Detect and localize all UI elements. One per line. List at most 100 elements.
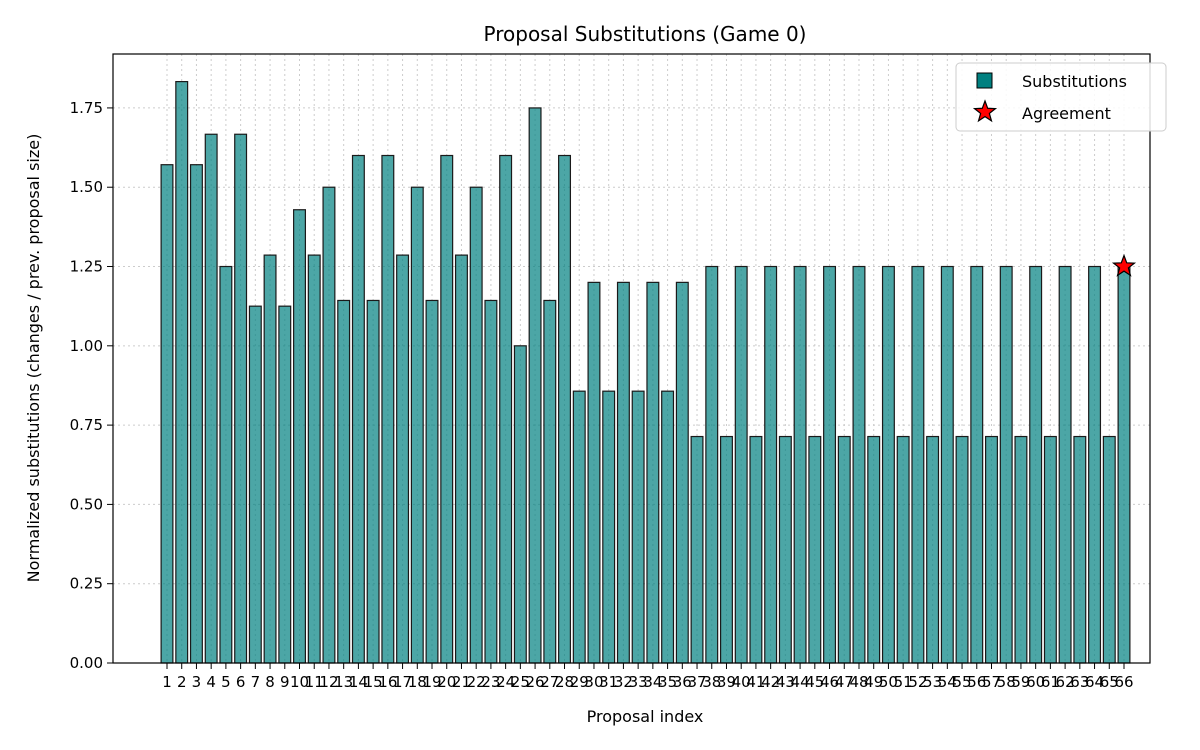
x-tick-label: 51 [894,673,913,691]
x-tick-label: 29 [570,673,589,691]
bar [852,265,866,664]
bar [1102,435,1116,664]
bar [1058,265,1072,664]
bar [837,435,851,664]
x-tick-label: 40 [732,673,751,691]
bar [425,299,439,664]
x-tick-label: 64 [1085,673,1104,691]
x-tick-label: 54 [938,673,957,691]
bar [823,265,837,664]
x-tick-label: 58 [997,673,1016,691]
x-tick-label: 47 [835,673,854,691]
y-axis-ticks: 0.00 0.25 0.50 0.75 1.00 1.25 1.50 1.75 [70,99,113,672]
bars [160,80,1131,664]
bar [808,435,822,664]
x-tick-label: 65 [1100,673,1119,691]
bar [1088,265,1102,664]
x-tick-label: 45 [805,673,824,691]
x-tick-label: 20 [437,673,456,691]
bar [690,435,704,664]
x-tick-label: 27 [540,673,559,691]
legend-agreement-star-icon [972,99,998,123]
bar [955,435,969,664]
bar [778,435,792,664]
y-tick-label: 0.50 [70,495,103,513]
x-tick-label: 26 [526,673,545,691]
x-tick-label: 9 [280,673,290,691]
bar [911,265,925,664]
x-tick-label: 11 [305,673,324,691]
bar [293,209,306,664]
bar [410,186,424,664]
x-tick-label: 52 [908,673,927,691]
x-tick-label: 33 [629,673,648,691]
bar [558,154,572,664]
x-axis-label: Proposal index [587,707,704,726]
x-tick-label: 49 [864,673,883,691]
bar [646,281,660,664]
legend-substitutions-swatch [976,72,993,89]
x-tick-label: 7 [251,673,261,691]
bar [661,390,675,664]
bar [278,305,292,664]
bar [234,133,248,664]
x-tick-label: 57 [982,673,1001,691]
x-tick-label: 19 [422,673,441,691]
bar [926,435,940,664]
y-tick-label: 0.75 [70,416,103,434]
bar [381,154,395,664]
bar [970,265,984,664]
bar [616,281,630,664]
x-tick-label: 2 [177,673,187,691]
x-tick-label: 5 [221,673,231,691]
bar [160,164,174,664]
x-tick-label: 61 [1041,673,1060,691]
x-tick-label: 13 [334,673,353,691]
agreement-star-marker [1111,253,1137,277]
y-tick-label: 1.50 [70,178,103,196]
bar [499,154,513,664]
x-tick-label: 66 [1114,673,1133,691]
bar [307,254,321,664]
bar [337,299,351,664]
bar [1073,435,1087,664]
bar [719,435,733,664]
bar [543,299,557,664]
x-tick-label: 60 [1026,673,1045,691]
x-tick-label: 39 [717,673,736,691]
bar [513,345,527,664]
x-tick-label: 17 [393,673,412,691]
x-tick-label: 18 [408,673,427,691]
bar [366,299,380,664]
legend-box [955,62,1167,132]
grid-lines [113,54,1150,664]
x-tick-label: 28 [555,673,574,691]
y-axis-label: Normalized substitutions (changes / prev… [24,134,43,583]
bar [631,390,645,664]
bar [999,265,1013,664]
x-tick-label: 4 [206,673,216,691]
x-tick-label: 53 [923,673,942,691]
bar [881,265,895,664]
bar [1029,265,1043,664]
x-tick-label: 43 [776,673,795,691]
x-tick-label: 36 [673,673,692,691]
bar [793,265,807,664]
x-tick-label: 48 [849,673,868,691]
bar [263,254,277,664]
plot-frame [112,53,1151,664]
x-tick-label: 56 [967,673,986,691]
x-tick-label: 62 [1056,673,1075,691]
x-tick-label: 16 [378,673,397,691]
x-tick-label: 15 [364,673,383,691]
x-tick-label: 6 [236,673,246,691]
bar [985,435,998,664]
x-tick-label: 50 [879,673,898,691]
x-tick-label: 22 [467,673,486,691]
x-tick-label: 35 [658,673,677,691]
x-tick-label: 3 [192,673,202,691]
bar [587,281,601,664]
bar [248,305,262,664]
bar [484,299,498,664]
